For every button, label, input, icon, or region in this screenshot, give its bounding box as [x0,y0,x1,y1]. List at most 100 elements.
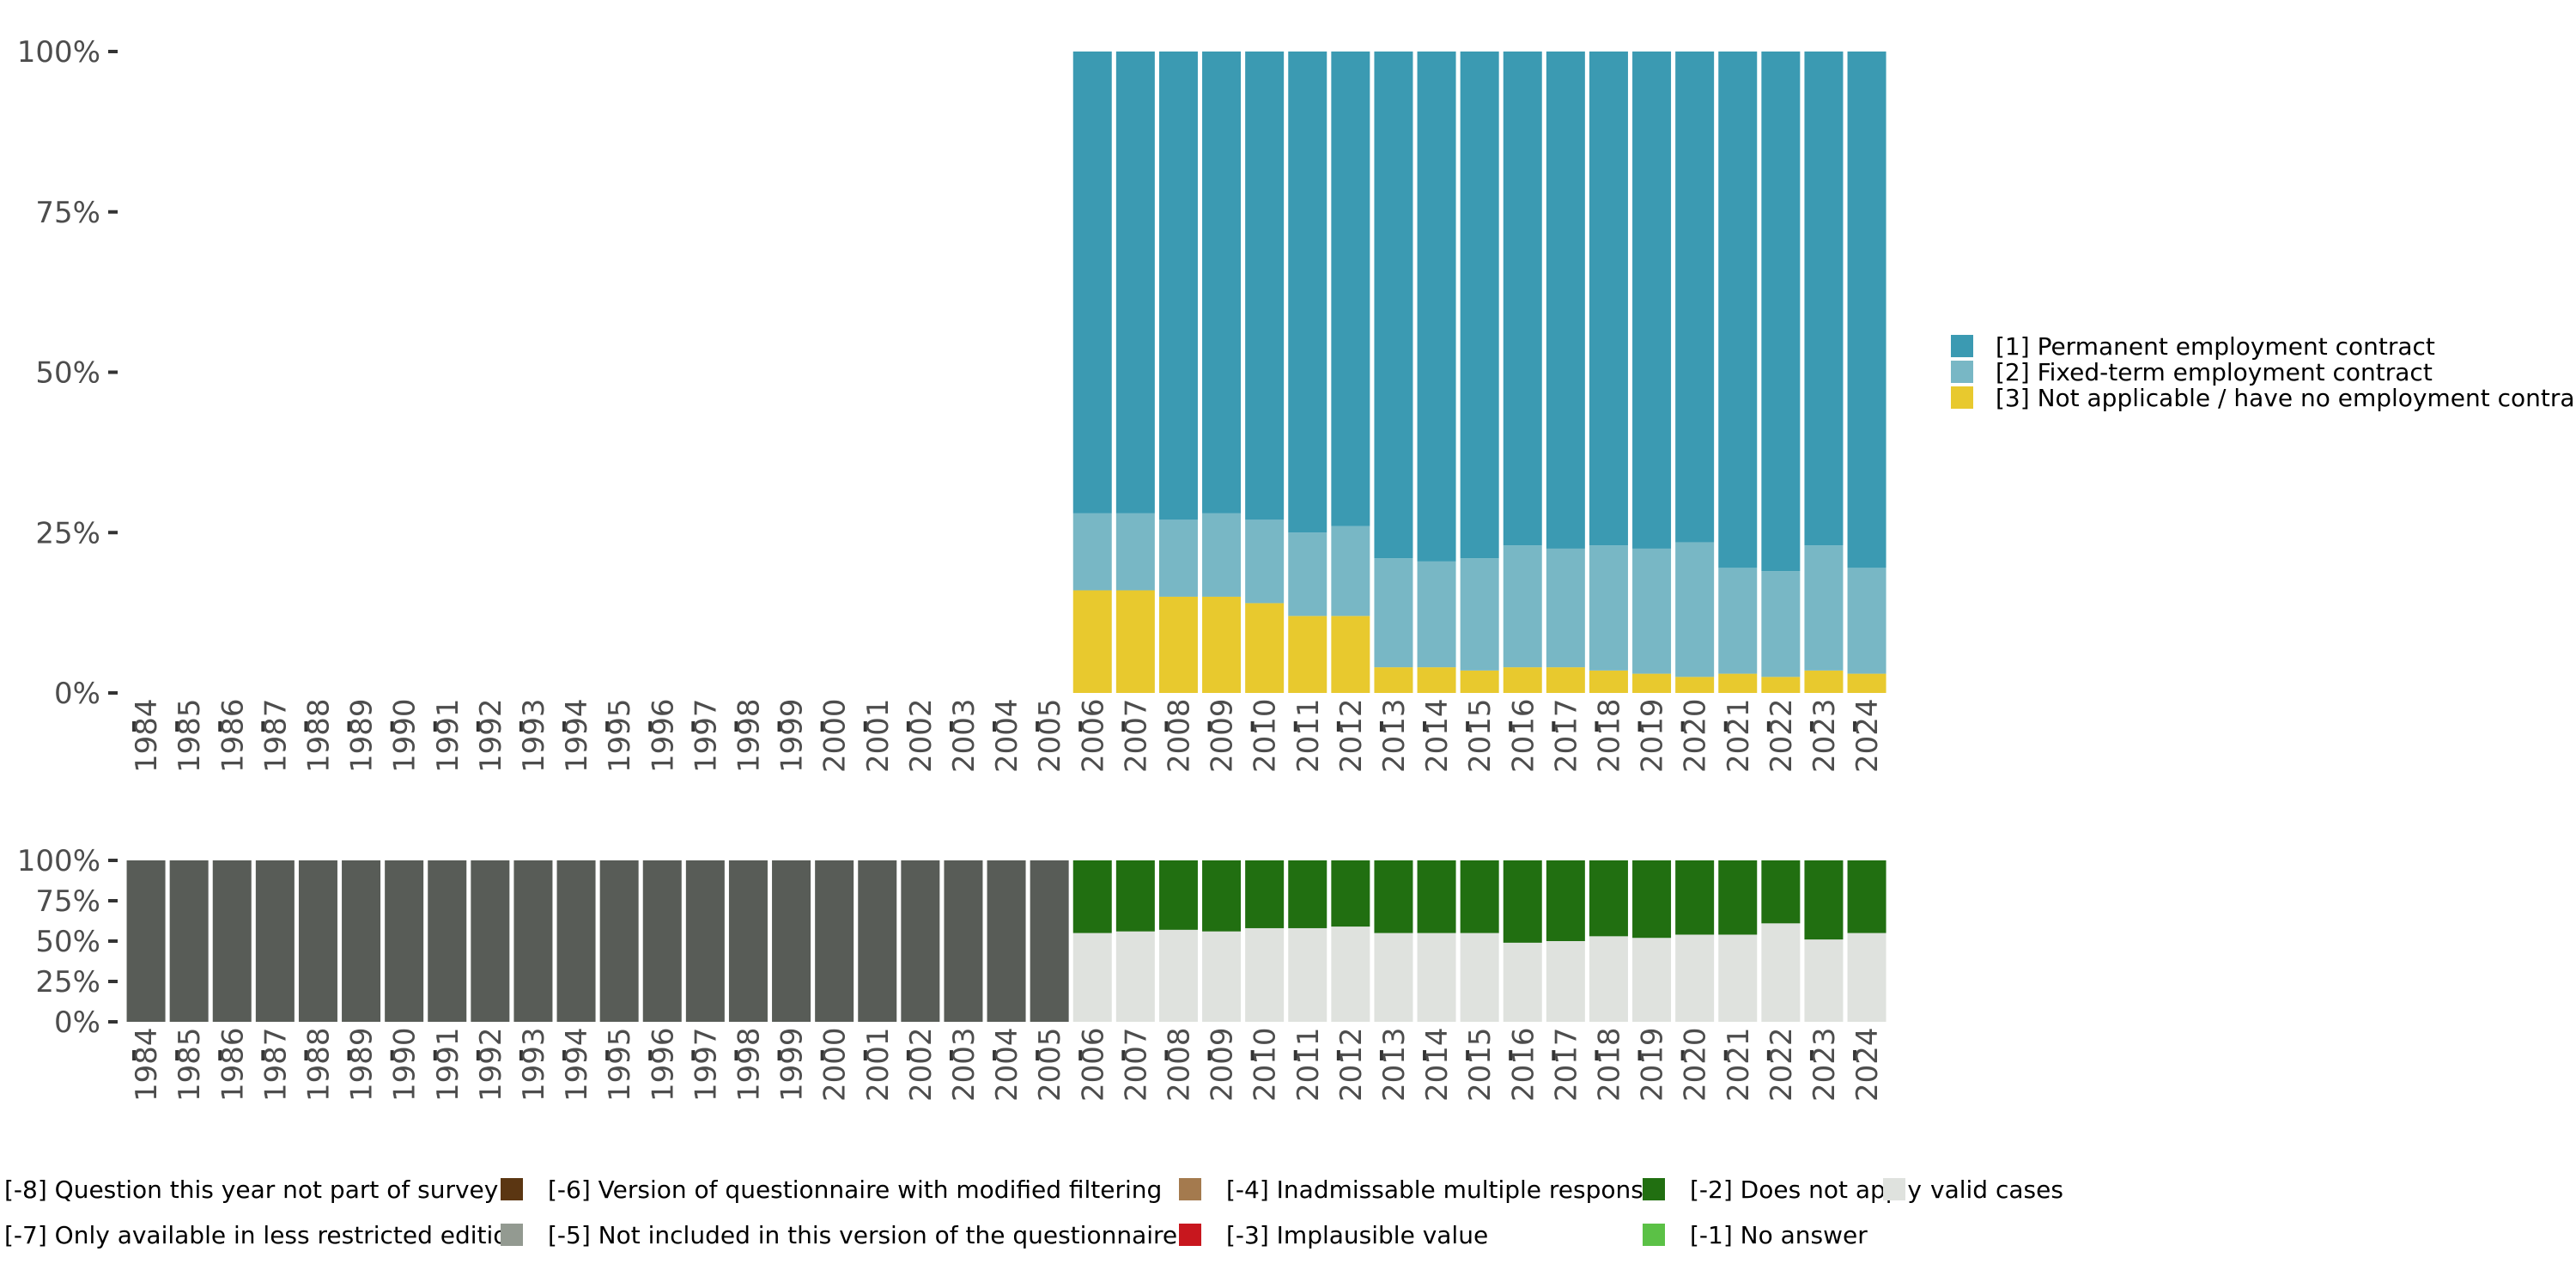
x-tick-label: 1985 [173,1027,207,1102]
y-tick-label: 75% [35,196,100,230]
bar-2-fixed-term-employment-contract-2016 [1503,545,1542,668]
x-tick-label: 2011 [1291,698,1326,773]
bar-8-question-this-year-not-part-of-survey-2005 [1030,860,1069,1022]
x-tick-label: 1990 [388,1027,422,1102]
bar-2-fixed-term-employment-contract-2013 [1374,558,1413,668]
legend-label-6-version-of-questionnaire-with-modified-filtering: [-6] Version of questionnaire with modif… [548,1176,1162,1204]
bar-2-fixed-term-employment-contract-2010 [1245,519,1285,604]
y-tick-label: 0% [54,677,100,711]
legend-label-3-implausible-value: [-3] Implausible value [1226,1221,1488,1249]
x-tick-label: 1996 [646,1027,680,1102]
x-tick-label: 1991 [431,698,465,773]
bar-2-does-not-apply-2011 [1288,860,1327,928]
bar-3-not-applicable-have-no-employment-contract-2018 [1589,670,1628,693]
bar-valid-cases-2010 [1245,927,1285,1022]
x-tick-label: 2024 [1850,698,1885,773]
bar-8-question-this-year-not-part-of-survey-1991 [428,860,467,1022]
bar-2-fixed-term-employment-contract-2015 [1460,558,1499,671]
x-tick-label: 1996 [646,698,680,773]
y-tick-label: 75% [35,884,100,919]
x-tick-label: 2006 [1076,698,1110,773]
x-tick-label: 2013 [1377,1027,1412,1102]
bar-1-permanent-employment-contract-2018 [1589,52,1628,546]
bar-2-fixed-term-employment-contract-2024 [1847,568,1886,674]
x-tick-label: 1993 [517,1027,551,1102]
bar-1-permanent-employment-contract-2022 [1761,52,1801,572]
bar-3-not-applicable-have-no-employment-contract-2017 [1546,667,1585,693]
bar-valid-cases-2014 [1417,933,1456,1022]
bar-2-fixed-term-employment-contract-2020 [1675,542,1715,677]
bar-valid-cases-2006 [1072,933,1112,1022]
bar-valid-cases-2017 [1546,941,1585,1022]
bar-2-does-not-apply-2022 [1761,860,1801,924]
x-tick-label: 2015 [1463,1027,1498,1102]
bar-8-question-this-year-not-part-of-survey-1997 [685,860,725,1022]
bar-valid-cases-2020 [1675,934,1715,1022]
legend-label-4-inadmissable-multiple-response: [-4] Inadmissable multiple response [1226,1176,1658,1204]
bar-3-not-applicable-have-no-employment-contract-2022 [1761,677,1801,693]
bar-valid-cases-2007 [1115,931,1155,1022]
bar-8-question-this-year-not-part-of-survey-1994 [556,860,596,1022]
bar-2-does-not-apply-2020 [1675,860,1715,935]
x-tick-label: 2016 [1506,1027,1540,1102]
bar-2-does-not-apply-2016 [1503,860,1542,943]
bar-1-permanent-employment-contract-2010 [1245,52,1285,520]
bar-8-question-this-year-not-part-of-survey-1993 [513,860,553,1022]
bar-valid-cases-2023 [1804,939,1844,1022]
legend-label-2-fixed-term-employment-contract: [2] Fixed-term employment contract [1996,358,2433,386]
x-tick-label: 2000 [818,1027,853,1102]
bar-3-not-applicable-have-no-employment-contract-2019 [1632,673,1672,693]
legend-swatch-3-not-applicable-have-no-employment-contract [1951,386,1973,409]
x-tick-label: 2004 [990,698,1024,773]
y-tick-label: 100% [17,844,100,878]
x-tick-label: 2001 [861,1027,896,1102]
bar-3-not-applicable-have-no-employment-contract-2024 [1847,673,1886,693]
bar-8-question-this-year-not-part-of-survey-1990 [385,860,424,1022]
bar-3-not-applicable-have-no-employment-contract-2014 [1417,667,1456,693]
bar-2-fixed-term-employment-contract-2012 [1331,526,1370,617]
x-tick-label: 2013 [1377,698,1412,773]
x-tick-label: 2003 [947,698,981,773]
x-tick-label: 1998 [732,698,766,773]
x-tick-label: 2008 [1162,698,1196,773]
bar-2-does-not-apply-2024 [1847,860,1886,933]
x-tick-label: 1995 [603,698,637,773]
x-tick-label: 1988 [301,698,336,773]
x-tick-label: 1999 [775,1027,810,1102]
bar-8-question-this-year-not-part-of-survey-2001 [858,860,897,1022]
bar-8-question-this-year-not-part-of-survey-1999 [772,860,811,1022]
bar-1-permanent-employment-contract-2009 [1202,52,1242,513]
x-tick-label: 1999 [775,698,810,773]
bar-valid-cases-2011 [1288,927,1327,1022]
x-tick-label: 1994 [560,698,594,773]
bar-2-does-not-apply-2014 [1417,860,1456,933]
x-tick-label: 2002 [904,1027,939,1102]
bar-8-question-this-year-not-part-of-survey-1987 [255,860,295,1022]
top-chart-panel: 0%25%50%75%100%1984 1985 1986 1987 1988 1989 1… [17,35,1886,773]
x-tick-label: 2018 [1592,698,1626,773]
x-tick-label: 2004 [990,1027,1024,1102]
x-tick-label: 1986 [216,1027,250,1102]
bar-valid-cases-2022 [1761,923,1801,1022]
bar-3-not-applicable-have-no-employment-contract-2009 [1202,596,1242,693]
bar-2-does-not-apply-2015 [1460,860,1499,933]
x-tick-label: 2000 [818,698,853,773]
bar-8-question-this-year-not-part-of-survey-1998 [728,860,768,1022]
bar-8-question-this-year-not-part-of-survey-1988 [298,860,337,1022]
x-tick-label: 1989 [345,698,380,773]
bar-3-not-applicable-have-no-employment-contract-2016 [1503,667,1542,693]
bar-8-question-this-year-not-part-of-survey-2002 [901,860,940,1022]
bar-2-does-not-apply-2019 [1632,860,1672,939]
bar-valid-cases-2024 [1847,933,1886,1022]
bar-valid-cases-2018 [1589,936,1628,1022]
x-tick-label: 2022 [1765,698,1799,773]
bar-1-permanent-employment-contract-2016 [1503,52,1542,546]
x-tick-label: 1984 [130,1027,164,1102]
x-tick-label: 2007 [1119,1027,1153,1102]
legend-label-5-not-included-in-this-version-of-the-questionnaire: [-5] Not included in this version of the… [548,1221,1177,1249]
bar-2-fixed-term-employment-contract-2011 [1288,532,1327,617]
x-tick-label: 2009 [1206,698,1240,773]
x-tick-label: 2003 [947,1027,981,1102]
bar-2-fixed-term-employment-contract-2021 [1718,568,1758,674]
bottom-legend: [-8] Question this year not part of surv… [4,1176,2063,1249]
